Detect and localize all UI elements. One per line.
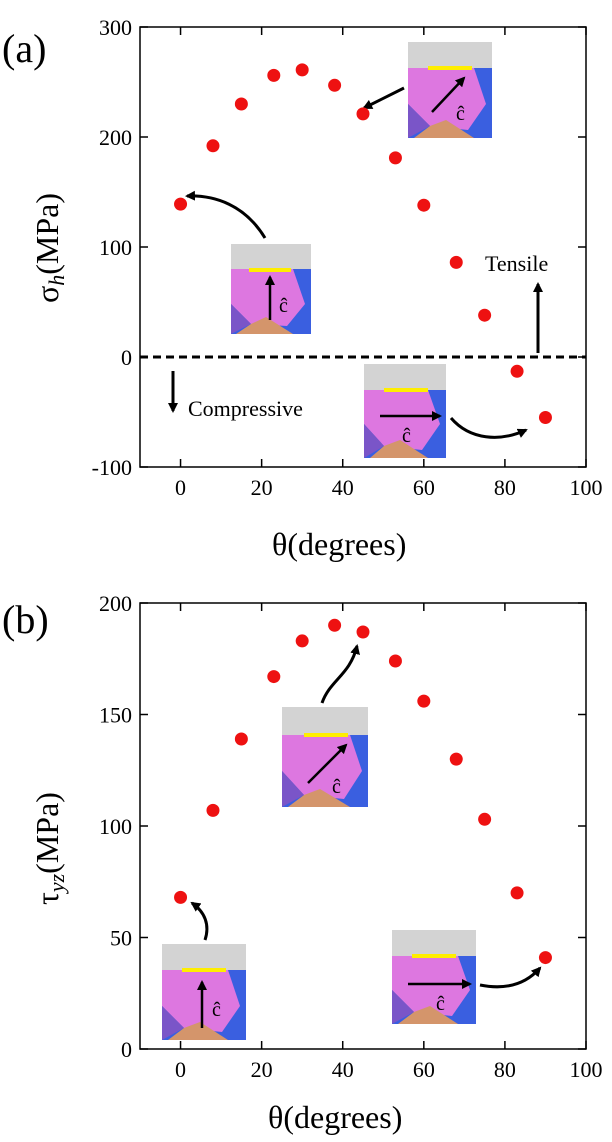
data-point-a — [328, 78, 342, 92]
c-hat-label: ĉ — [402, 425, 411, 447]
x-tick-label: 100 — [570, 1057, 603, 1082]
x-tick-label: 100 — [570, 475, 603, 500]
data-point-a — [449, 255, 463, 269]
panel-a: (a) θ(degrees) σh(MPa) 0 20 40 60 80 100-1000… — [2, 15, 603, 562]
x-axis-label-a: θ(degrees) — [272, 526, 406, 562]
tensile-label: Tensile — [485, 251, 548, 276]
data-point-b — [538, 951, 552, 965]
data-point-b — [388, 654, 402, 668]
data-point-a — [388, 151, 402, 165]
inset-pointer-arrow — [190, 901, 209, 941]
data-point-a — [234, 97, 248, 111]
y-tick-label: 100 — [99, 235, 132, 260]
data-point-b — [478, 812, 492, 826]
inset-pointer-arrow — [362, 86, 405, 110]
x-tick-label: 40 — [332, 475, 354, 500]
x-tick-label: 20 — [251, 475, 273, 500]
c-hat-label: ĉ — [332, 776, 341, 798]
x-tick-label: 0 — [175, 1057, 186, 1082]
data-point-a — [417, 198, 431, 212]
x-axis-label-b: θ(degrees) — [268, 1099, 402, 1135]
y-axis-label-a: σh(MPa) — [29, 193, 69, 303]
inset-theta-90-a: ĉ — [364, 364, 446, 458]
inset-pointer-arrow — [449, 417, 528, 439]
y-tick-label: 0 — [121, 1037, 132, 1062]
inset-theta-45-b: ĉ — [282, 707, 368, 807]
data-point-b — [356, 625, 370, 639]
data-point-b — [295, 634, 309, 648]
data-point-b — [234, 732, 248, 746]
panel-label-a: (a) — [2, 26, 46, 71]
panel-b: (b) θ(degrees) τyz(MPa) 0 20 40 60 80 100 0 50 1… — [2, 591, 603, 1135]
ticks-a: 0 20 40 60 80 100 -100 0 100 200 300 — [92, 15, 603, 500]
y-tick-label: 200 — [99, 591, 132, 616]
data-point-a — [510, 364, 524, 378]
data-point-a — [267, 68, 281, 82]
x-tick-label: 80 — [494, 475, 516, 500]
y-tick-label: 200 — [99, 125, 132, 150]
y-tick-label: 300 — [99, 15, 132, 40]
inset-pointer-arrow — [185, 190, 267, 239]
panel-label-b: (b) — [2, 597, 49, 642]
x-tick-label: 60 — [413, 475, 435, 500]
data-point-b — [510, 886, 524, 900]
c-hat-label: ĉ — [279, 295, 288, 317]
points-a — [174, 63, 552, 424]
inset-theta-0-a: ĉ — [231, 244, 311, 334]
inset-pointer-arrow — [479, 966, 542, 989]
x-tick-label: 40 — [332, 1057, 354, 1082]
inset-pointer-arrow — [320, 644, 360, 704]
data-point-a — [295, 63, 309, 77]
data-point-a — [356, 107, 370, 121]
inset-theta-90-b: ĉ — [392, 930, 476, 1024]
inset-theta-45-a: ĉ — [408, 42, 492, 138]
c-hat-label: ĉ — [212, 999, 221, 1021]
y-tick-label: -100 — [92, 455, 132, 480]
c-hat-label: ĉ — [456, 103, 465, 125]
y-axis-label-b: τyz(MPa) — [29, 792, 69, 905]
data-point-a — [538, 411, 552, 424]
y-tick-label: 150 — [99, 703, 132, 728]
data-point-b — [417, 694, 431, 708]
x-tick-label: 80 — [494, 1057, 516, 1082]
data-point-b — [206, 803, 220, 817]
y-tick-label: 0 — [121, 345, 132, 370]
ticks-b: 0 20 40 60 80 100 0 50 100 150 200 — [99, 591, 603, 1082]
compressive-label: Compressive — [188, 396, 303, 421]
data-point-b — [328, 618, 342, 632]
data-point-a — [206, 139, 220, 153]
y-tick-label: 50 — [110, 926, 132, 951]
points-b — [174, 618, 552, 965]
data-point-a — [174, 197, 188, 211]
inset-theta-0-b: ĉ — [162, 944, 246, 1040]
data-point-a — [478, 308, 492, 322]
data-point-b — [174, 890, 188, 904]
x-tick-label: 0 — [175, 475, 186, 500]
y-tick-label: 100 — [99, 814, 132, 839]
x-tick-label: 20 — [251, 1057, 273, 1082]
c-hat-label: ĉ — [436, 993, 445, 1015]
data-point-b — [449, 752, 463, 766]
x-tick-label: 60 — [413, 1057, 435, 1082]
data-point-b — [267, 670, 281, 684]
